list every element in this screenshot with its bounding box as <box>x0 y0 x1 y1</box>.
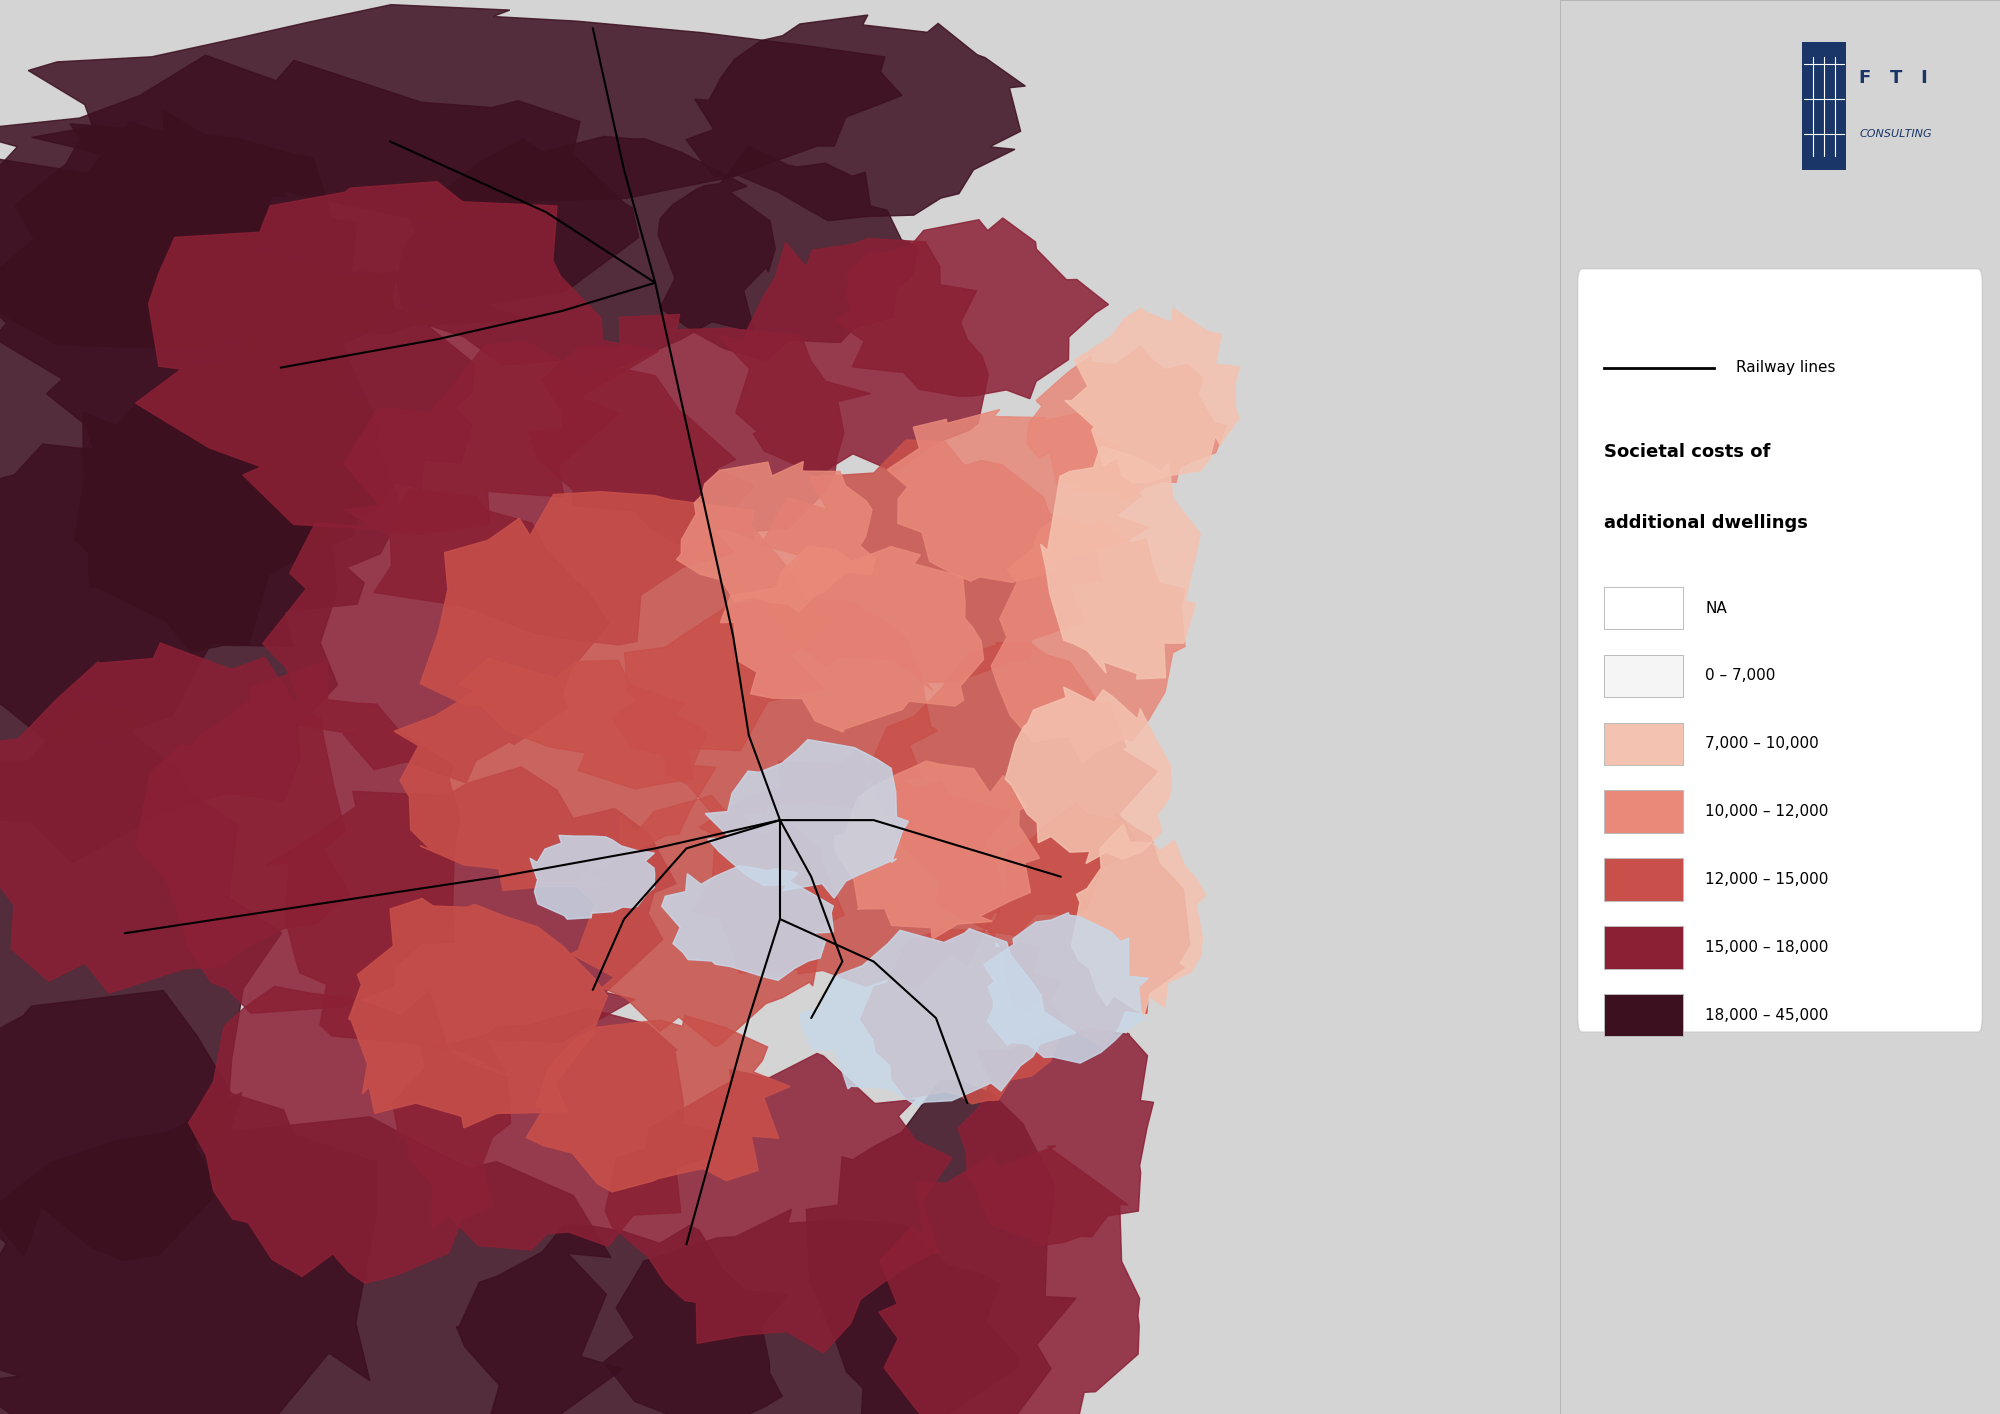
Text: F   T   I: F T I <box>1860 69 1928 86</box>
Polygon shape <box>188 987 510 1284</box>
Polygon shape <box>396 136 776 379</box>
Polygon shape <box>0 1093 622 1414</box>
Polygon shape <box>706 740 908 898</box>
Polygon shape <box>266 766 676 1073</box>
Polygon shape <box>392 1008 716 1250</box>
Text: Railway lines: Railway lines <box>1736 361 1836 375</box>
Polygon shape <box>74 346 398 652</box>
Polygon shape <box>992 516 1186 764</box>
Text: CONSULTING: CONSULTING <box>1860 129 1932 140</box>
Polygon shape <box>0 110 396 457</box>
Polygon shape <box>1064 308 1240 482</box>
Text: NA: NA <box>1706 601 1726 615</box>
Polygon shape <box>344 341 754 645</box>
Polygon shape <box>1026 346 1226 501</box>
Polygon shape <box>720 546 984 732</box>
Bar <box>1604 790 1684 833</box>
Text: additional dwellings: additional dwellings <box>1604 515 1808 532</box>
Bar <box>1604 926 1684 969</box>
Polygon shape <box>262 489 610 783</box>
FancyBboxPatch shape <box>1578 269 1982 1032</box>
Polygon shape <box>718 239 988 477</box>
Polygon shape <box>212 270 474 525</box>
Polygon shape <box>834 761 1040 939</box>
Polygon shape <box>0 55 638 349</box>
Bar <box>1802 42 1846 170</box>
Polygon shape <box>800 929 1076 1106</box>
Polygon shape <box>662 865 834 980</box>
Text: 15,000 – 18,000: 15,000 – 18,000 <box>1706 940 1828 954</box>
Polygon shape <box>888 410 1148 583</box>
Bar <box>1604 587 1684 629</box>
Polygon shape <box>806 1080 1076 1414</box>
Polygon shape <box>658 146 918 361</box>
Text: 7,000 – 10,000: 7,000 – 10,000 <box>1706 737 1818 751</box>
Polygon shape <box>1006 687 1170 864</box>
Polygon shape <box>676 461 874 612</box>
Polygon shape <box>686 16 1026 221</box>
Bar <box>1604 994 1684 1036</box>
Polygon shape <box>570 796 844 1046</box>
Polygon shape <box>834 218 1108 399</box>
Polygon shape <box>530 836 654 919</box>
Polygon shape <box>456 1225 788 1414</box>
Polygon shape <box>0 122 380 747</box>
Polygon shape <box>0 990 378 1414</box>
Polygon shape <box>1072 824 1206 1014</box>
Polygon shape <box>984 912 1148 1063</box>
Polygon shape <box>0 699 282 1260</box>
Polygon shape <box>0 643 350 993</box>
Polygon shape <box>958 1028 1154 1247</box>
Polygon shape <box>878 1147 1140 1414</box>
Polygon shape <box>526 1015 790 1192</box>
Bar <box>1604 723 1684 765</box>
Polygon shape <box>0 438 338 863</box>
Polygon shape <box>136 660 460 1014</box>
Text: 0 – 7,000: 0 – 7,000 <box>1706 669 1776 683</box>
Bar <box>1604 858 1684 901</box>
Polygon shape <box>872 642 1158 936</box>
Polygon shape <box>762 440 1102 690</box>
Polygon shape <box>530 314 870 544</box>
Polygon shape <box>348 898 608 1128</box>
Polygon shape <box>136 181 658 534</box>
Polygon shape <box>860 930 1066 1104</box>
Polygon shape <box>986 803 1190 1048</box>
Polygon shape <box>1040 447 1200 679</box>
Polygon shape <box>28 4 902 225</box>
Polygon shape <box>604 1209 1018 1414</box>
Text: Societal costs of: Societal costs of <box>1604 444 1770 461</box>
Polygon shape <box>420 492 824 789</box>
Text: 10,000 – 12,000: 10,000 – 12,000 <box>1706 805 1828 819</box>
Polygon shape <box>612 585 938 816</box>
Bar <box>1604 655 1684 697</box>
Text: 18,000 – 45,000: 18,000 – 45,000 <box>1706 1008 1828 1022</box>
Polygon shape <box>606 1053 952 1353</box>
Text: 12,000 – 15,000: 12,000 – 15,000 <box>1706 872 1828 887</box>
Polygon shape <box>394 659 716 891</box>
Polygon shape <box>692 749 1010 988</box>
